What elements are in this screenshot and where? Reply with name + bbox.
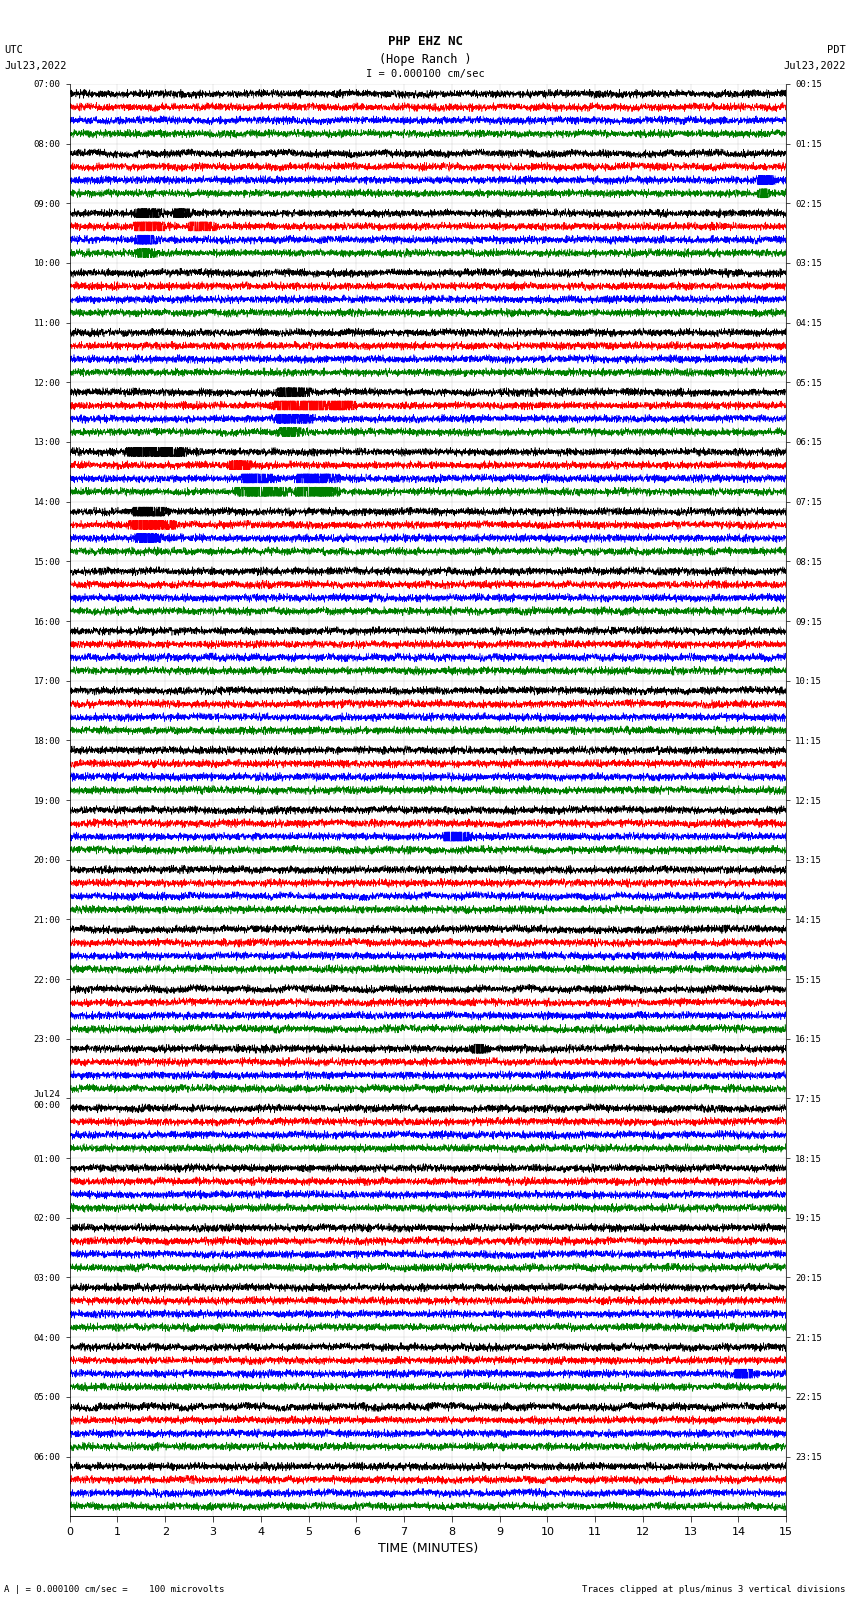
Text: Jul23,2022: Jul23,2022 [783,61,846,71]
Text: Jul23,2022: Jul23,2022 [4,61,67,71]
Text: PHP EHZ NC: PHP EHZ NC [388,35,462,48]
Text: Traces clipped at plus/minus 3 vertical divisions: Traces clipped at plus/minus 3 vertical … [582,1584,846,1594]
Text: PDT: PDT [827,45,846,55]
X-axis label: TIME (MINUTES): TIME (MINUTES) [378,1542,478,1555]
Text: (Hope Ranch ): (Hope Ranch ) [379,53,471,66]
Text: I = 0.000100 cm/sec: I = 0.000100 cm/sec [366,69,484,79]
Text: A | = 0.000100 cm/sec =    100 microvolts: A | = 0.000100 cm/sec = 100 microvolts [4,1584,224,1594]
Text: UTC: UTC [4,45,23,55]
